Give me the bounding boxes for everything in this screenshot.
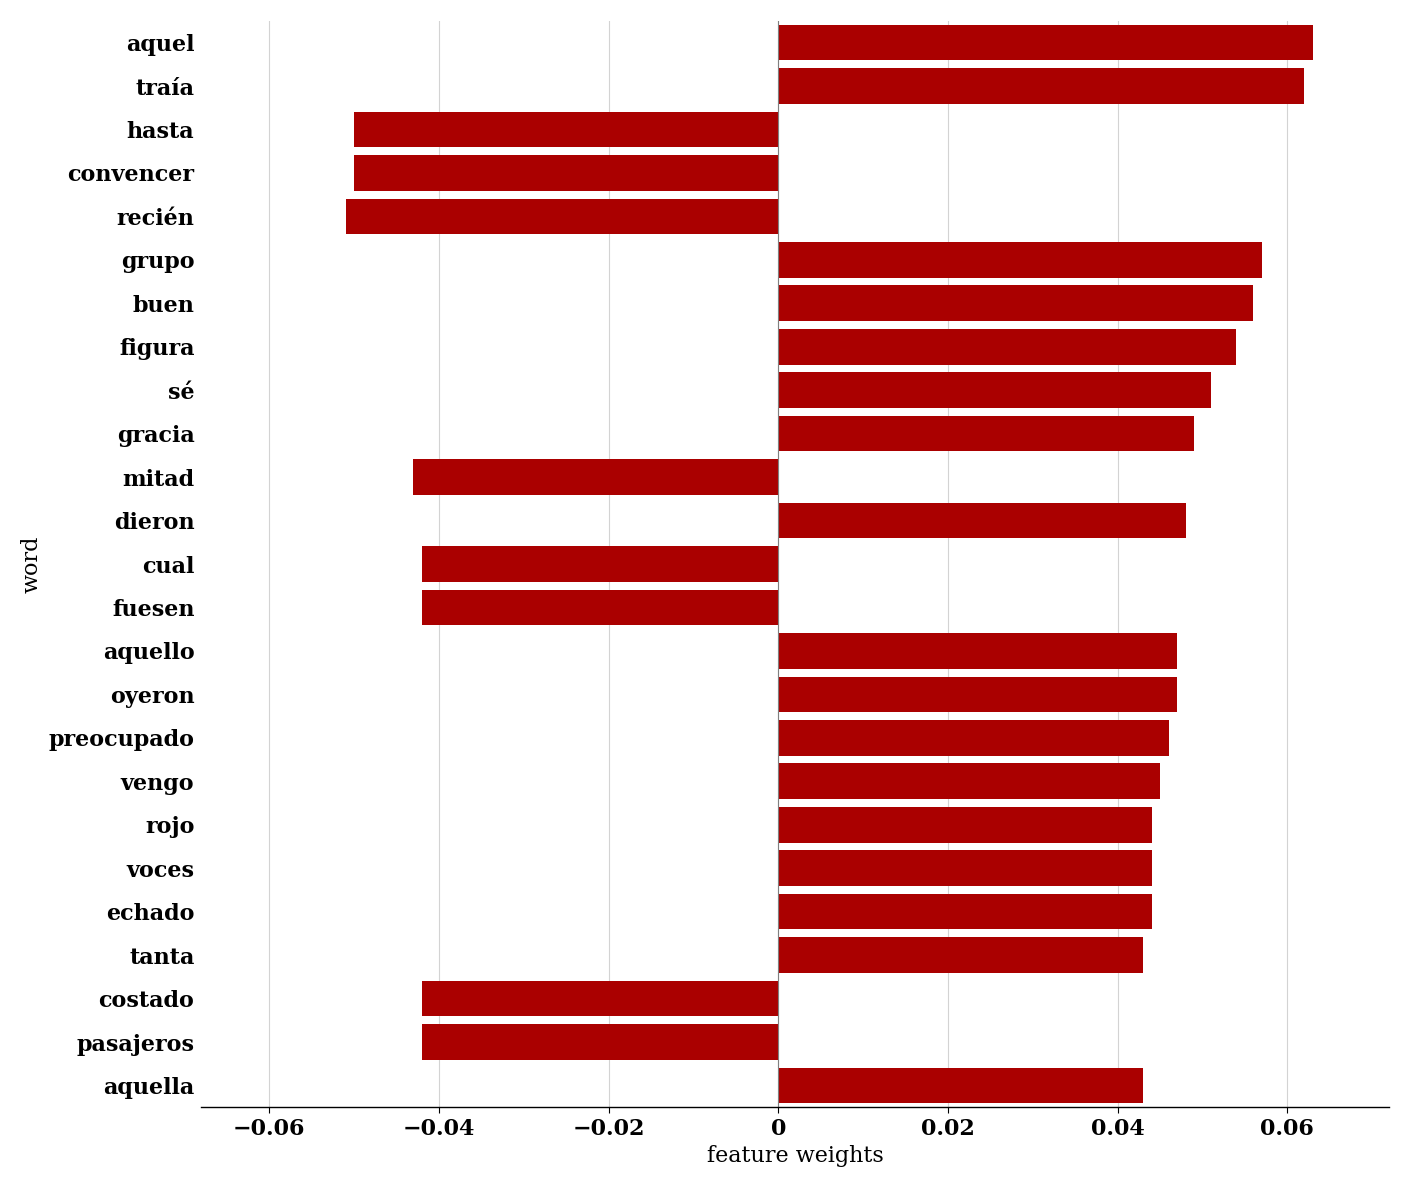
X-axis label: feature weights: feature weights <box>706 1145 884 1167</box>
Bar <box>778 503 1186 538</box>
Bar <box>778 764 1160 800</box>
Bar <box>422 546 778 582</box>
Bar <box>778 372 1211 407</box>
Bar <box>778 893 1152 929</box>
Bar <box>354 112 778 147</box>
Bar <box>778 720 1169 756</box>
Bar <box>345 198 778 234</box>
Bar <box>778 937 1144 973</box>
Bar <box>778 242 1262 278</box>
Bar <box>778 68 1304 103</box>
Y-axis label: word: word <box>21 536 42 593</box>
Bar <box>422 589 778 625</box>
Bar <box>778 807 1152 842</box>
Bar <box>778 676 1177 712</box>
Bar <box>422 981 778 1017</box>
Bar <box>354 156 778 191</box>
Bar <box>778 851 1152 886</box>
Bar <box>778 1068 1144 1104</box>
Bar <box>778 25 1313 61</box>
Bar <box>778 633 1177 669</box>
Bar <box>778 285 1253 321</box>
Bar <box>778 329 1237 365</box>
Bar <box>413 460 778 495</box>
Bar <box>422 1024 778 1060</box>
Bar <box>778 416 1194 451</box>
